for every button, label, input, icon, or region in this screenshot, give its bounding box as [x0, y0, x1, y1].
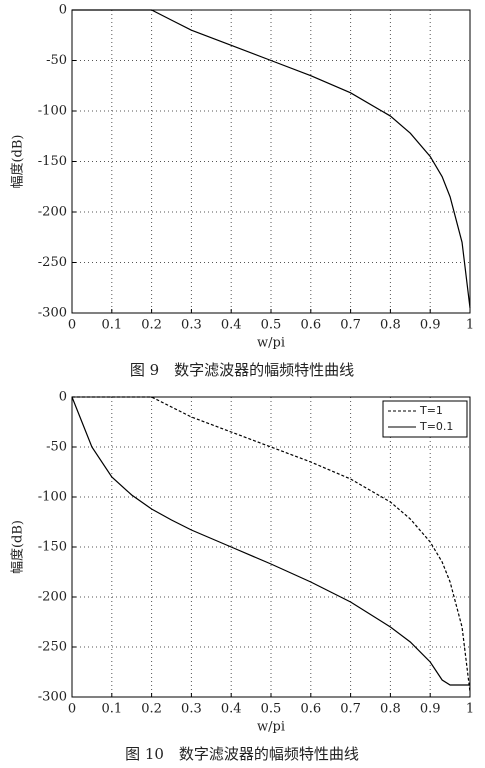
- y-tick-label: -100: [38, 104, 67, 119]
- legend-label: T=0.1: [419, 420, 453, 433]
- x-tick-label: 0.2: [141, 702, 162, 717]
- y-tick-label: -50: [46, 440, 67, 455]
- x-tick-label: 0.8: [380, 318, 401, 333]
- y-tick-label: -50: [46, 53, 67, 68]
- x-tick-label: 0.5: [261, 318, 282, 333]
- x-tick-label: 0.4: [221, 702, 242, 717]
- x-tick-label: 0.7: [340, 702, 361, 717]
- x-tick-label: 0.2: [141, 318, 162, 333]
- x-tick-label: 0.4: [221, 318, 242, 333]
- plot-frame: [71, 396, 471, 698]
- x-tick-label: 0.6: [300, 318, 321, 333]
- x-tick-label: 0.8: [380, 702, 401, 717]
- x-tick-label: 0.1: [101, 702, 122, 717]
- x-tick-label: 0.5: [261, 702, 282, 717]
- x-tick-label: 0.1: [101, 318, 122, 333]
- curve: [72, 396, 471, 693]
- y-tick-label: -150: [38, 540, 67, 555]
- y-tick-label: -200: [38, 590, 67, 605]
- y-tick-label: -300: [38, 306, 67, 321]
- curve: [72, 9, 471, 309]
- x-tick-label: 0.6: [300, 702, 321, 717]
- caption: 图 10 数字滤波器的幅频特性曲线: [125, 745, 359, 763]
- legend-box: [382, 400, 468, 438]
- caption: 图 9 数字滤波器的幅频特性曲线: [130, 361, 354, 379]
- y-tick-label: -200: [38, 205, 67, 220]
- x-tick-label: 1: [466, 702, 474, 717]
- x-tick-label: 0: [68, 702, 76, 717]
- x-tick-label: 0.9: [420, 702, 441, 717]
- curve: [71, 396, 470, 686]
- y-tick-label: 0: [59, 3, 67, 18]
- y-tick-label: -100: [38, 490, 67, 505]
- plot-frame: [71, 9, 471, 314]
- y-tick-label: -250: [38, 640, 67, 655]
- y-tick-label: -150: [38, 154, 67, 169]
- x-tick-label: 0.3: [181, 318, 202, 333]
- x-axis-label: w/pi: [257, 336, 285, 351]
- y-tick-label: 0: [59, 390, 67, 405]
- y-tick-label: -250: [38, 255, 67, 270]
- x-tick-label: 0.9: [420, 318, 441, 333]
- x-tick-label: 0: [68, 318, 76, 333]
- y-tick-label: -300: [38, 690, 67, 705]
- x-tick-label: 1: [466, 318, 474, 333]
- x-tick-label: 0.3: [181, 702, 202, 717]
- legend-label: T=1: [419, 404, 443, 417]
- y-axis-label: 幅度(dB): [10, 134, 26, 188]
- x-tick-label: 0.7: [340, 318, 361, 333]
- y-axis-label: 幅度(dB): [10, 520, 26, 574]
- x-axis-label: w/pi: [257, 720, 285, 735]
